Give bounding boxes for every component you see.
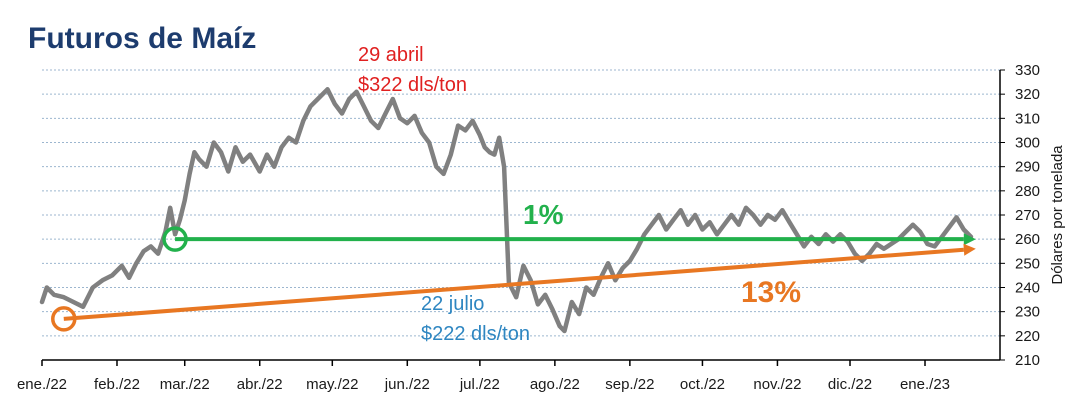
annotation-low: $222 dls/ton — [421, 323, 530, 345]
trend-lines — [51, 226, 976, 332]
y-tick-label: 250 — [1015, 255, 1040, 272]
y-tick-label: 330 — [1015, 62, 1040, 79]
x-tick-label: jun./22 — [384, 376, 430, 393]
y-tick-label: 260 — [1015, 231, 1040, 248]
x-tick-label: sep./22 — [605, 376, 654, 393]
x-tick-label: abr./22 — [237, 376, 283, 393]
y-axis-label: Dólares por tonelada — [1049, 145, 1066, 285]
y-tick-label: 290 — [1015, 159, 1040, 176]
x-tick-label: jul./22 — [459, 376, 500, 393]
y-tick-label: 210 — [1015, 352, 1040, 369]
annotation-peak: 29 abril — [358, 44, 424, 66]
trend-line-orange — [63, 247, 964, 321]
y-tick-label: 280 — [1015, 183, 1040, 200]
x-tick-label: ago./22 — [530, 376, 580, 393]
annotation-green-pct: 1% — [523, 199, 564, 230]
y-axis: 210 220 230 240 250 260 270 280 290 300 310 320 330 — [999, 62, 1040, 369]
x-tick-label: dic./22 — [828, 376, 872, 393]
x-tick-label: oct./22 — [680, 376, 725, 393]
annotation-orange-pct: 13% — [741, 276, 801, 309]
x-tick-label: ene./22 — [17, 376, 67, 393]
x-tick-label: may./22 — [306, 376, 358, 393]
annotation-low: 22 julio — [421, 293, 484, 315]
trend-start-circle — [162, 226, 188, 252]
y-tick-label: 230 — [1015, 304, 1040, 321]
x-tick-label: mar./22 — [160, 376, 210, 393]
trend-arrowhead — [963, 233, 976, 246]
series-group — [39, 87, 974, 334]
x-tick-label: feb./22 — [94, 376, 140, 393]
price-line — [39, 87, 974, 334]
trend-arrowhead — [963, 243, 976, 256]
y-tick-label: 270 — [1015, 207, 1040, 224]
y-tick-label: 240 — [1015, 280, 1040, 297]
trend-start-circle — [51, 306, 77, 332]
annotation-peak: $322 dls/ton — [358, 74, 467, 96]
y-tick-label: 220 — [1015, 328, 1040, 345]
y-tick-label: 320 — [1015, 86, 1040, 103]
y-tick-label: 310 — [1015, 110, 1040, 127]
y-tick-label: 300 — [1015, 135, 1040, 152]
x-axis: ene./22 feb./22 mar./22 abr./22 may./22 jun./… — [17, 359, 1000, 393]
x-tick-label: nov./22 — [753, 376, 801, 393]
x-tick-label: ene./23 — [900, 376, 950, 393]
chart-title: Futuros de Maíz — [28, 22, 256, 55]
annotations: 29 abril $322 dls/ton 22 julio $222 dls/ton… — [358, 44, 801, 345]
